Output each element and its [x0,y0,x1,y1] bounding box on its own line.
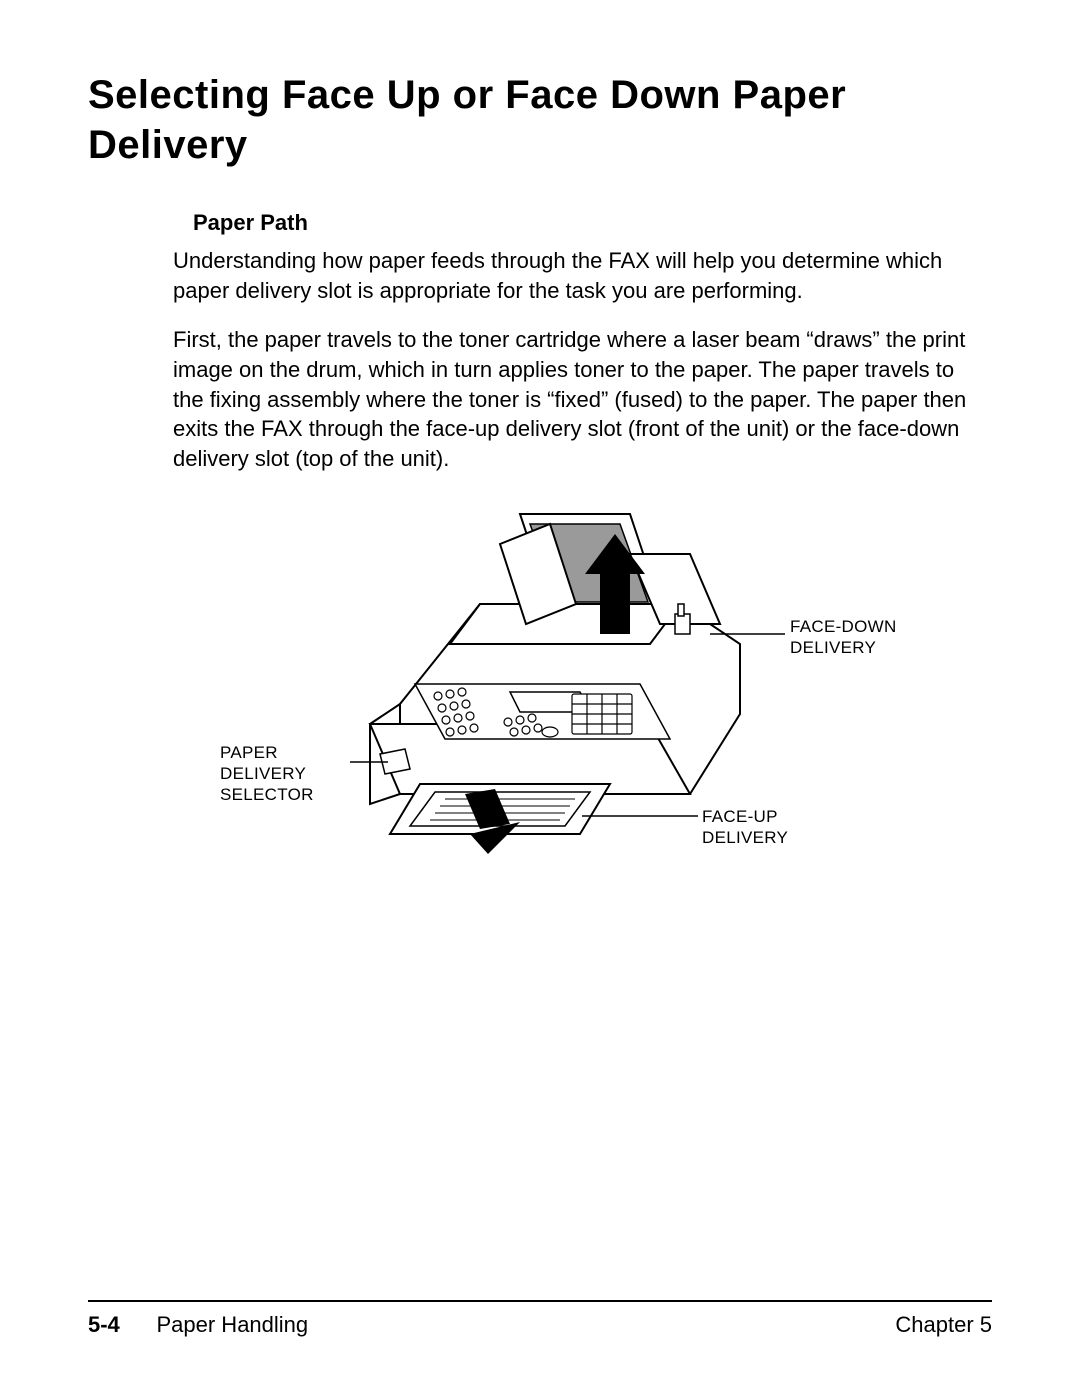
page-number: 5-4 [88,1312,120,1337]
label-paper-delivery-selector: PAPER DELIVERY SELECTOR [220,742,314,806]
footer-left: 5-4 Paper Handling [88,1312,308,1338]
footer-rule [88,1300,992,1302]
footer-chapter: Chapter 5 [895,1312,992,1338]
fax-diagram: PAPER DELIVERY SELECTOR FACE-DOWN DELIVE… [220,494,860,894]
paragraph-1: Understanding how paper feeds through th… [173,246,982,305]
footer-section: Paper Handling [156,1312,308,1337]
page-root: Selecting Face Up or Face Down Paper Del… [0,0,1080,1388]
paragraph-2: First, the paper travels to the toner ca… [173,325,982,473]
page-footer: 5-4 Paper Handling Chapter 5 [88,1300,992,1338]
page-title: Selecting Face Up or Face Down Paper Del… [88,70,992,170]
footer-row: 5-4 Paper Handling Chapter 5 [88,1312,992,1338]
section-subhead: Paper Path [193,210,992,236]
label-face-down-delivery: FACE-DOWN DELIVERY [790,616,897,659]
label-face-up-delivery: FACE-UP DELIVERY [702,806,860,849]
diagram-container: PAPER DELIVERY SELECTOR FACE-DOWN DELIVE… [88,494,992,894]
